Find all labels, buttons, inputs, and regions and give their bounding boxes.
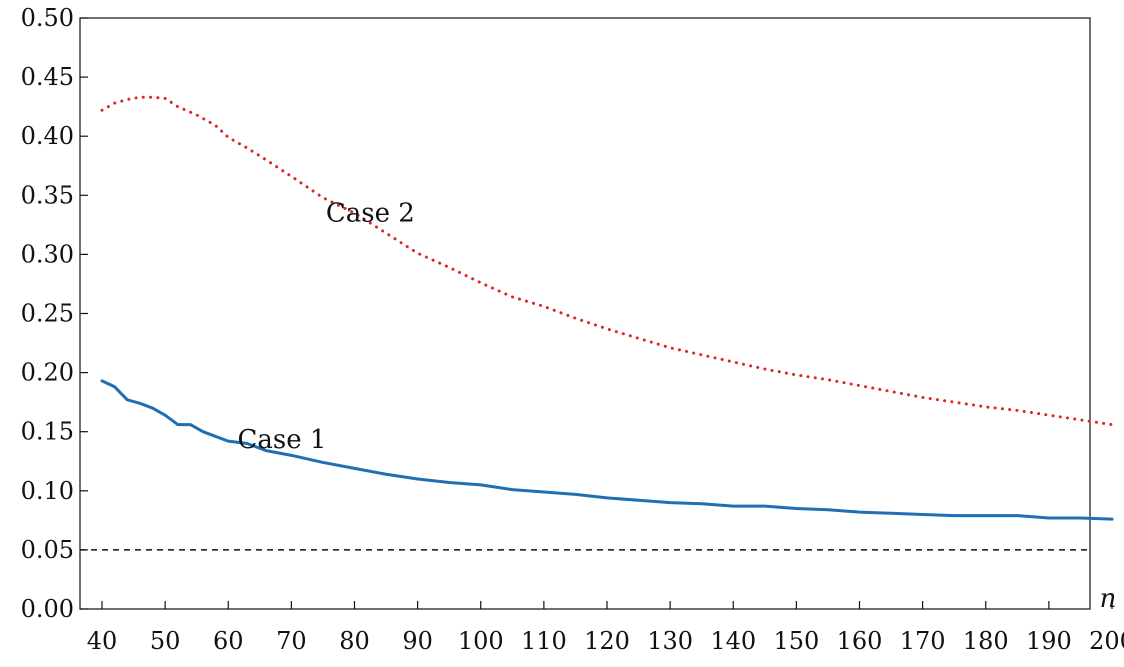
series-line-case-1 <box>100 379 1114 521</box>
plot-frame <box>79 17 1091 610</box>
x-tick-label: 130 <box>647 627 693 655</box>
y-tick-label: 0.05 <box>21 536 74 564</box>
x-tick-label: 50 <box>150 627 181 655</box>
x-tick-label: 140 <box>710 627 756 655</box>
x-tick-label: 90 <box>402 627 433 655</box>
x-tick-label: 60 <box>213 627 244 655</box>
x-tick-label: 160 <box>837 627 883 655</box>
y-tick-label: 0.15 <box>21 418 74 446</box>
y-tick-label: 0.45 <box>21 63 74 91</box>
y-tick-label: 0.00 <box>21 595 74 623</box>
x-tick-label: 40 <box>87 627 118 655</box>
y-tick-label: 0.20 <box>21 359 74 387</box>
y-tick-label: 0.35 <box>21 181 74 209</box>
y-tick-label: 0.40 <box>21 122 74 150</box>
x-axis-label: n <box>1100 584 1117 614</box>
x-tick-label: 100 <box>458 627 504 655</box>
y-tick-label: 0.25 <box>21 300 74 328</box>
x-tick-label: 110 <box>521 627 567 655</box>
x-tick-label: 80 <box>339 627 370 655</box>
series-line-case-2 <box>100 95 1114 427</box>
x-tick-label: 170 <box>900 627 946 655</box>
x-tick-label: 200 <box>1089 627 1124 655</box>
x-tick-label: 70 <box>276 627 307 655</box>
x-tick-label: 150 <box>773 627 819 655</box>
series-label-case-2: Case 2 <box>326 198 415 228</box>
x-tick-label: 180 <box>963 627 1009 655</box>
y-tick-label: 0.30 <box>21 240 74 268</box>
y-tick-label: 0.10 <box>21 477 74 505</box>
series-label-case-1: Case 1 <box>238 425 327 455</box>
x-tick-label: 190 <box>1026 627 1072 655</box>
y-tick-label: 0.50 <box>21 4 74 32</box>
x-tick-label: 120 <box>584 627 630 655</box>
